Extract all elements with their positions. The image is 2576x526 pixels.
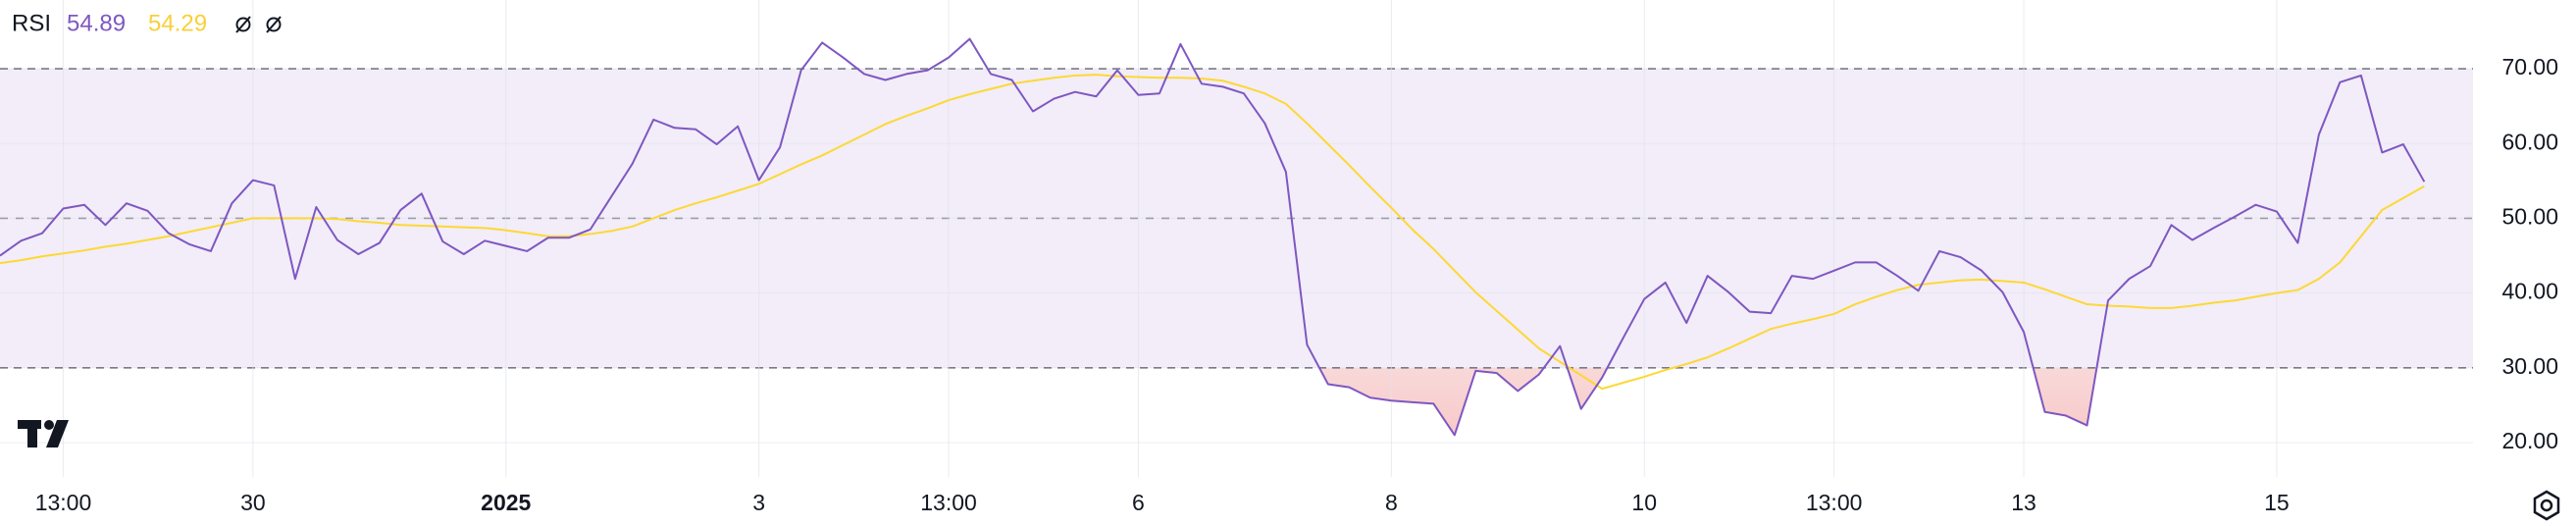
settings-button[interactable]: [2533, 490, 2560, 521]
x-tick-label: 3: [752, 490, 765, 515]
x-tick-label: 13:00: [35, 490, 92, 515]
y-tick-label: 40.00: [2501, 279, 2558, 304]
x-tick-label: 8: [1385, 490, 1398, 515]
x-tick-label: 6: [1132, 490, 1145, 515]
indicator-title: RSI: [12, 10, 51, 36]
text-layer: 20.00 30.00 40.00 50.00 60.00 70.00 80.00 13:00…: [35, 0, 2558, 515]
x-tick-label: 30: [240, 490, 266, 515]
series-line: [0, 37, 2426, 437]
series-line: [0, 74, 2425, 391]
legend-value: 54.29: [148, 10, 207, 36]
y-tick-label: 50.00: [2501, 204, 2558, 230]
x-tick-label: 10: [1631, 490, 1657, 515]
y-tick-label: 20.00: [2501, 428, 2558, 453]
y-tick-label: 70.00: [2501, 54, 2558, 79]
line-layer: [0, 37, 2426, 437]
x-tick-label: 13: [2011, 490, 2036, 515]
y-tick-label: 80.00: [2501, 0, 2558, 5]
x-tick-label: 15: [2264, 490, 2290, 515]
hidden-value-icon: [235, 16, 282, 33]
x-tick-label: 13:00: [1806, 490, 1863, 515]
legend-value: 54.89: [67, 10, 126, 36]
tradingview-logo: [18, 420, 69, 447]
y-tick-label: 30.00: [2501, 353, 2558, 379]
y-tick-label: 60.00: [2501, 129, 2558, 154]
x-tick-label: 2025: [481, 490, 531, 515]
background-layer: [0, 69, 2473, 436]
x-tick-label: 13:00: [920, 490, 977, 515]
grid-layer: [0, 0, 2473, 477]
indicator-legend[interactable]: RSI 54.89 54.29: [12, 10, 282, 36]
